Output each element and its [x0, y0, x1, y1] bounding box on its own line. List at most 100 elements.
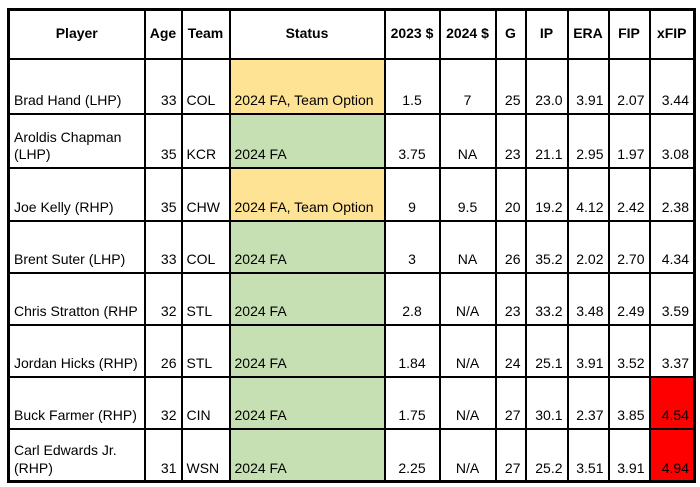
status-cell: 2024 FA	[228, 375, 386, 430]
team-cell: COL	[180, 57, 231, 115]
ip-cell: 30.1	[524, 375, 569, 430]
age-cell: 35	[143, 112, 183, 169]
fip-cell: 1.97	[607, 112, 651, 169]
xfip-cell: 3.08	[648, 112, 696, 169]
table-row: Carl Edwards Jr. (RHP) 31 WSN 2024 FA 2.25 N/…	[7, 427, 696, 483]
player-cell: Brent Suter (LHP)	[7, 219, 146, 274]
era-cell: 3.91	[566, 57, 610, 115]
age-cell: 32	[143, 271, 183, 326]
column-header-age: Age	[143, 8, 183, 60]
age-cell: 33	[143, 219, 183, 274]
column-header-y2023: 2023 $	[383, 8, 441, 60]
y2024-cell: N/A	[438, 271, 497, 326]
age-cell: 32	[143, 375, 183, 430]
status-cell: 2024 FA	[228, 112, 386, 169]
era-cell: 3.48	[566, 271, 610, 326]
era-cell: 2.02	[566, 219, 610, 274]
team-cell: WSN	[180, 427, 231, 483]
y2024-cell: N/A	[438, 323, 497, 378]
player-cell: Carl Edwards Jr. (RHP)	[7, 427, 146, 483]
status-cell: 2024 FA	[228, 219, 386, 274]
status-cell: 2024 FA	[228, 323, 386, 378]
y2024-cell: 9.5	[438, 166, 497, 222]
fip-cell: 3.91	[607, 427, 651, 483]
xfip-cell: 4.34	[648, 219, 696, 274]
g-cell: 23	[494, 271, 527, 326]
xfip-cell: 2.38	[648, 166, 696, 222]
g-cell: 23	[494, 112, 527, 169]
g-cell: 27	[494, 427, 527, 483]
header-row: Player Age Team Status 2023 $2024 $ G IP ERA FIP…	[7, 8, 696, 60]
pitcher-status-table: Player Age Team Status 2023 $2024 $ G IP ERA FIP…	[7, 8, 696, 483]
age-cell: 26	[143, 323, 183, 378]
y2023-cell: 3	[383, 219, 441, 274]
team-cell: STL	[180, 323, 231, 378]
column-header-xfip: xFIP	[648, 8, 696, 60]
fip-cell: 2.07	[607, 57, 651, 115]
age-cell: 31	[143, 427, 183, 483]
table-row: Jordan Hicks (RHP) 26 STL 2024 FA 1.84 N/A 24 2…	[7, 323, 696, 378]
era-cell: 3.51	[566, 427, 610, 483]
column-header-era: ERA	[566, 8, 610, 60]
table-row: Brent Suter (LHP) 33 COL 2024 FA 3 NA 26 35.2 2.…	[7, 219, 696, 274]
player-cell: Joe Kelly (RHP)	[7, 166, 146, 222]
column-header-team: Team	[180, 8, 231, 60]
fip-cell: 2.70	[607, 219, 651, 274]
xfip-cell: 4.94	[648, 427, 696, 483]
table-row: Joe Kelly (RHP) 35 CHW 2024 FA, Team Option…	[7, 166, 696, 222]
g-cell: 25	[494, 57, 527, 115]
ip-cell: 23.0	[524, 57, 569, 115]
era-cell: 2.95	[566, 112, 610, 169]
ip-cell: 19.2	[524, 166, 569, 222]
y2023-cell: 2.25	[383, 427, 441, 483]
ip-cell: 35.2	[524, 219, 569, 274]
player-cell: Buck Farmer (RHP)	[7, 375, 146, 430]
player-cell: Jordan Hicks (RHP)	[7, 323, 146, 378]
y2024-cell: N/A	[438, 427, 497, 483]
xfip-cell: 4.54	[648, 375, 696, 430]
g-cell: 26	[494, 219, 527, 274]
y2023-cell: 1.84	[383, 323, 441, 378]
y2024-cell: NA	[438, 112, 497, 169]
team-cell: KCR	[180, 112, 231, 169]
ip-cell: 25.1	[524, 323, 569, 378]
xfip-cell: 3.44	[648, 57, 696, 115]
column-header-player: Player	[7, 8, 146, 60]
column-header-y2024: 2024 $	[438, 8, 497, 60]
player-cell: Aroldis Chapman (LHP)	[7, 112, 146, 169]
g-cell: 24	[494, 323, 527, 378]
status-cell: 2024 FA, Team Option	[228, 166, 386, 222]
table-row: Chris Stratton (RHP 32 STL 2024 FA 2.8 N/A 23 3…	[7, 271, 696, 326]
column-header-fip: FIP	[607, 8, 651, 60]
column-header-status: Status	[228, 8, 386, 60]
y2024-cell: NA	[438, 219, 497, 274]
table-row: Buck Farmer (RHP) 32 CIN 2024 FA 1.75 N/A 27 30…	[7, 375, 696, 430]
team-cell: CHW	[180, 166, 231, 222]
player-cell: Brad Hand (LHP)	[7, 57, 146, 115]
y2023-cell: 2.8	[383, 271, 441, 326]
table-row: Aroldis Chapman (LHP) 35 KCR 2024 FA 3.75 NA 2…	[7, 112, 696, 169]
g-cell: 27	[494, 375, 527, 430]
fip-cell: 3.52	[607, 323, 651, 378]
y2023-cell: 9	[383, 166, 441, 222]
age-cell: 33	[143, 57, 183, 115]
column-header-g: G	[494, 8, 527, 60]
y2023-cell: 1.75	[383, 375, 441, 430]
status-cell: 2024 FA	[228, 271, 386, 326]
age-cell: 35	[143, 166, 183, 222]
ip-cell: 25.2	[524, 427, 569, 483]
xfip-cell: 3.59	[648, 271, 696, 326]
g-cell: 20	[494, 166, 527, 222]
table-row: Brad Hand (LHP) 33 COL 2024 FA, Team Option…	[7, 57, 696, 115]
era-cell: 3.91	[566, 323, 610, 378]
team-cell: COL	[180, 219, 231, 274]
y2023-cell: 1.5	[383, 57, 441, 115]
status-cell: 2024 FA, Team Option	[228, 57, 386, 115]
team-cell: CIN	[180, 375, 231, 430]
era-cell: 4.12	[566, 166, 610, 222]
y2024-cell: N/A	[438, 375, 497, 430]
era-cell: 2.37	[566, 375, 610, 430]
y2024-cell: 7	[438, 57, 497, 115]
status-cell: 2024 FA	[228, 427, 386, 483]
column-header-ip: IP	[524, 8, 569, 60]
